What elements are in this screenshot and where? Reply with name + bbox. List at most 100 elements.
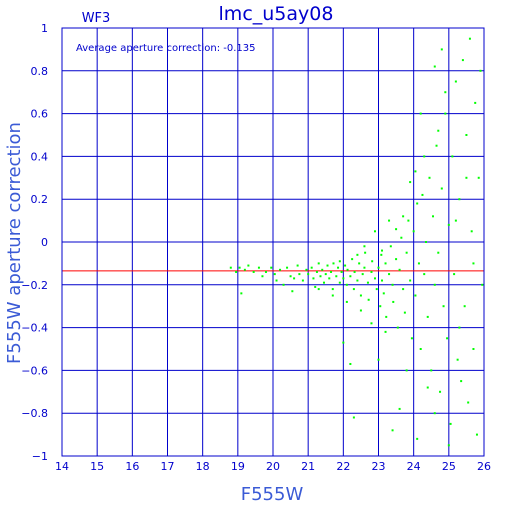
data-point bbox=[305, 268, 308, 271]
data-point bbox=[286, 266, 289, 269]
y-axis-title: F555W aperture correction bbox=[4, 122, 25, 364]
data-point bbox=[398, 407, 401, 410]
x-axis-title: F555W bbox=[241, 484, 304, 505]
data-point bbox=[472, 262, 475, 265]
data-point bbox=[326, 264, 329, 267]
data-point bbox=[437, 129, 440, 132]
data-point bbox=[423, 273, 426, 276]
data-point bbox=[456, 358, 459, 361]
data-point bbox=[402, 288, 405, 291]
data-point bbox=[424, 241, 427, 243]
data-point bbox=[460, 380, 463, 383]
data-point bbox=[391, 429, 394, 432]
data-point bbox=[338, 260, 341, 263]
data-point bbox=[282, 283, 285, 286]
data-point bbox=[474, 101, 477, 104]
data-point bbox=[417, 262, 420, 265]
y-tick-label: 0.6 bbox=[31, 108, 49, 121]
x-tick-label: 16 bbox=[125, 460, 139, 473]
x-tick-labels: 14 15 16 17 18 19 20 21 22 23 24 25 26 bbox=[55, 460, 491, 473]
data-point bbox=[353, 270, 356, 273]
data-point bbox=[229, 266, 232, 269]
data-point bbox=[395, 228, 398, 231]
data-point bbox=[384, 330, 387, 333]
data-point bbox=[380, 253, 383, 256]
plot-frame bbox=[61, 27, 485, 457]
data-point bbox=[396, 326, 399, 329]
data-point bbox=[324, 273, 327, 276]
data-point bbox=[447, 444, 450, 447]
data-point bbox=[279, 268, 282, 271]
data-point bbox=[475, 433, 478, 436]
data-point bbox=[395, 258, 398, 261]
data-point bbox=[405, 251, 408, 254]
data-point bbox=[433, 412, 436, 415]
data-point bbox=[407, 219, 410, 222]
data-point bbox=[332, 262, 335, 265]
data-point bbox=[310, 266, 313, 269]
data-point bbox=[432, 215, 435, 218]
data-point bbox=[449, 422, 452, 425]
x-tick-label: 15 bbox=[90, 460, 104, 473]
data-point bbox=[312, 277, 315, 280]
data-point bbox=[392, 300, 395, 303]
data-point bbox=[453, 273, 456, 276]
panel-label: WF3 bbox=[82, 11, 111, 26]
y-tick-label: −1 bbox=[32, 450, 48, 463]
x-tick-label: 17 bbox=[161, 460, 175, 473]
data-point bbox=[322, 281, 325, 284]
data-point bbox=[409, 181, 412, 184]
data-point bbox=[359, 294, 362, 297]
data-point bbox=[402, 215, 405, 218]
data-point bbox=[467, 401, 470, 404]
y-tick-label: −0.6 bbox=[21, 364, 48, 377]
data-point bbox=[377, 266, 380, 269]
data-point bbox=[238, 266, 241, 269]
data-point bbox=[414, 294, 417, 297]
data-point bbox=[366, 281, 369, 284]
data-point bbox=[289, 275, 292, 278]
data-point bbox=[243, 268, 246, 271]
y-tick-label: 0 bbox=[41, 236, 48, 249]
data-point bbox=[428, 176, 431, 179]
y-tick-label: 0.8 bbox=[31, 65, 49, 78]
data-point bbox=[270, 266, 273, 269]
data-point bbox=[382, 292, 385, 295]
data-point bbox=[328, 277, 331, 280]
data-point bbox=[446, 337, 449, 340]
data-point bbox=[319, 275, 322, 278]
y-tick-label: −0.2 bbox=[21, 279, 48, 292]
data-point bbox=[375, 288, 378, 291]
data-point bbox=[298, 273, 301, 276]
data-point bbox=[481, 283, 484, 286]
data-point bbox=[442, 305, 445, 308]
data-point bbox=[463, 305, 466, 308]
data-point bbox=[275, 279, 278, 282]
data-point bbox=[435, 144, 438, 147]
data-point bbox=[468, 37, 471, 40]
data-point bbox=[465, 134, 468, 136]
data-point bbox=[307, 273, 310, 276]
data-point bbox=[416, 437, 419, 440]
data-point bbox=[257, 266, 260, 269]
x-tick-label: 14 bbox=[55, 460, 69, 473]
y-tick-label: −0.8 bbox=[21, 407, 48, 420]
data-point bbox=[363, 245, 366, 248]
data-point bbox=[342, 341, 345, 344]
data-point bbox=[421, 193, 424, 196]
data-point bbox=[440, 48, 443, 51]
y-tick-label: −0.4 bbox=[21, 322, 48, 335]
x-tick-label: 18 bbox=[196, 460, 210, 473]
data-point bbox=[409, 279, 412, 282]
data-point bbox=[296, 264, 299, 267]
data-point bbox=[349, 362, 352, 365]
data-point bbox=[388, 219, 391, 222]
data-point bbox=[410, 337, 413, 340]
grid-lines bbox=[61, 27, 485, 457]
data-point bbox=[381, 249, 384, 252]
data-point bbox=[451, 155, 454, 158]
data-point bbox=[273, 273, 276, 276]
data-point bbox=[454, 80, 457, 83]
data-point bbox=[261, 275, 264, 278]
